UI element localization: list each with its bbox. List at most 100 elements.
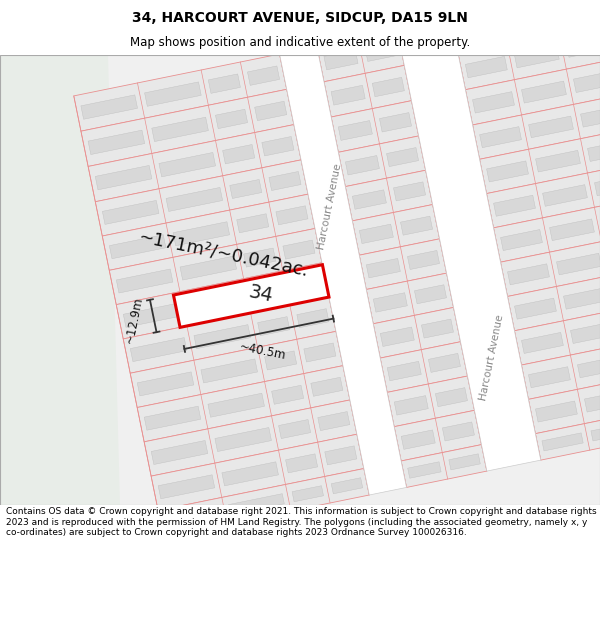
Polygon shape [397,19,541,471]
Polygon shape [173,265,329,328]
Polygon shape [208,74,241,93]
Polygon shape [400,216,433,235]
Polygon shape [292,486,323,502]
Polygon shape [254,101,287,121]
Polygon shape [173,222,230,246]
Polygon shape [542,184,587,206]
Polygon shape [451,0,600,54]
Polygon shape [359,239,446,289]
Polygon shape [244,248,276,267]
Polygon shape [164,507,221,528]
Polygon shape [338,121,373,141]
Polygon shape [487,161,529,182]
Polygon shape [550,219,595,241]
Polygon shape [508,262,600,331]
Polygon shape [535,399,600,460]
Polygon shape [137,366,350,442]
Polygon shape [324,66,412,117]
Polygon shape [201,359,257,383]
Polygon shape [387,376,475,427]
Polygon shape [387,361,421,381]
Polygon shape [500,229,542,251]
Polygon shape [466,55,600,125]
Polygon shape [514,296,600,365]
Polygon shape [311,378,343,396]
Polygon shape [215,109,248,129]
Polygon shape [373,292,407,312]
Polygon shape [473,90,600,159]
Polygon shape [158,475,215,499]
Text: Harcourt Avenue: Harcourt Avenue [478,314,505,402]
Polygon shape [536,151,580,172]
Polygon shape [166,188,223,211]
Polygon shape [152,118,208,142]
Polygon shape [442,422,475,441]
Polygon shape [247,66,280,86]
Polygon shape [331,478,363,494]
Polygon shape [297,309,329,328]
Polygon shape [317,30,404,82]
Text: Map shows position and indicative extent of the property.: Map shows position and indicative extent… [130,36,470,49]
Polygon shape [290,274,322,293]
Polygon shape [215,428,271,451]
Polygon shape [123,303,180,328]
Polygon shape [109,235,166,259]
Polygon shape [88,124,301,202]
Polygon shape [158,469,369,537]
Polygon shape [366,273,454,324]
Polygon shape [331,101,419,152]
Polygon shape [494,193,600,262]
Polygon shape [595,174,600,196]
Polygon shape [222,462,278,486]
Polygon shape [566,36,600,58]
Polygon shape [563,288,600,309]
Polygon shape [394,396,428,415]
Polygon shape [208,393,265,418]
Polygon shape [159,152,215,177]
Polygon shape [521,332,563,353]
Polygon shape [130,331,343,408]
Polygon shape [102,194,315,271]
Polygon shape [331,85,365,105]
Polygon shape [380,342,467,392]
Polygon shape [324,50,358,70]
Polygon shape [95,166,152,190]
Polygon shape [278,419,311,439]
Polygon shape [487,159,600,228]
Polygon shape [286,454,317,473]
Polygon shape [365,42,397,61]
Polygon shape [367,259,400,278]
Text: ~12.9m: ~12.9m [122,296,145,344]
Polygon shape [542,433,583,451]
Polygon shape [283,240,315,259]
Polygon shape [394,182,425,201]
Polygon shape [529,367,571,388]
Text: Contains OS data © Crown copyright and database right 2021. This information is : Contains OS data © Crown copyright and d… [6,508,596,538]
Polygon shape [507,11,552,32]
Polygon shape [81,95,137,119]
Polygon shape [466,56,507,78]
Polygon shape [137,372,194,396]
Polygon shape [500,228,600,296]
Polygon shape [109,229,322,304]
Polygon shape [180,256,236,280]
Polygon shape [587,140,600,161]
Polygon shape [280,46,407,495]
Polygon shape [458,21,500,42]
Text: ~171m²/~0.042ac.: ~171m²/~0.042ac. [137,228,310,281]
Polygon shape [103,201,159,224]
Polygon shape [386,148,419,167]
Polygon shape [415,285,446,304]
Polygon shape [251,282,283,301]
Polygon shape [535,401,577,422]
Polygon shape [529,364,600,434]
Polygon shape [571,322,600,344]
Polygon shape [187,291,244,314]
Polygon shape [144,400,357,476]
Text: 34, HARCOURT AVENUE, SIDCUP, DA15 9LN: 34, HARCOURT AVENUE, SIDCUP, DA15 9LN [132,11,468,24]
Polygon shape [359,224,394,244]
Polygon shape [318,412,350,431]
Polygon shape [265,351,296,370]
Polygon shape [144,406,201,430]
Polygon shape [116,262,329,339]
